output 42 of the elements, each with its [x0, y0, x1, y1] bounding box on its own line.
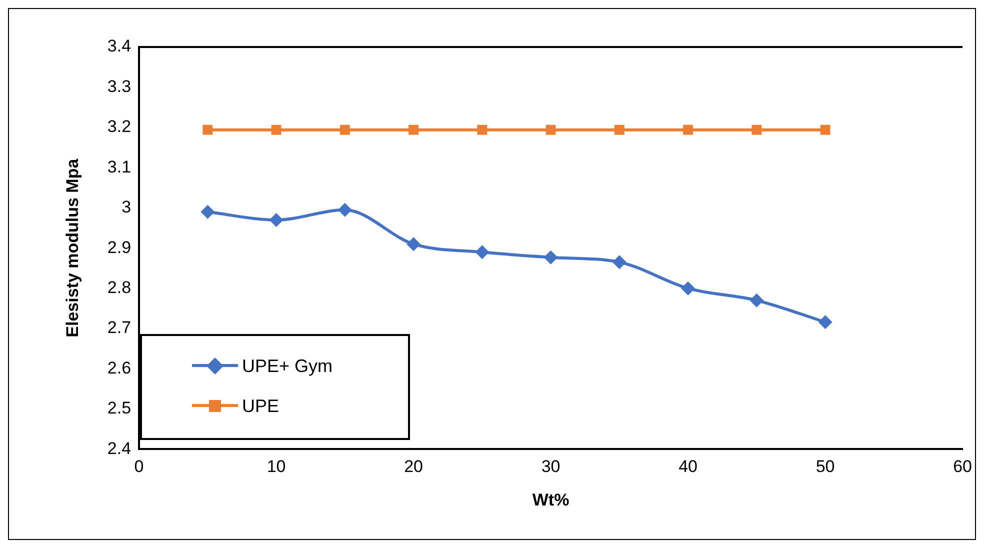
y-tick-label: 2.5 [107, 398, 132, 418]
y-tick-label: 3 [122, 198, 132, 217]
x-tick-label: 20 [404, 457, 423, 476]
x-axis-title: Wt% [532, 490, 570, 510]
x-tick-label: 40 [678, 457, 698, 476]
point [820, 124, 830, 135]
y-tick-label: 3.1 [107, 157, 132, 176]
legend-label: UPE [242, 396, 280, 417]
x-tick-label: 10 [266, 457, 286, 476]
point [681, 281, 696, 296]
point [269, 212, 284, 227]
y-tick-label: 3.4 [107, 36, 132, 56]
point [752, 124, 762, 135]
point [200, 204, 215, 219]
point [546, 124, 556, 135]
point [614, 124, 624, 135]
point [544, 250, 558, 264]
x-tick-label: 60 [953, 457, 972, 476]
y-tick-label: 2.6 [107, 358, 132, 378]
point [750, 293, 764, 308]
y-tick-label: 2.9 [107, 238, 132, 257]
point [338, 202, 352, 217]
x-tick-label: 50 [816, 457, 835, 476]
y-tick-label: 3.2 [107, 117, 132, 136]
point [683, 124, 693, 135]
y-axis-title: Elesisty modulus Mpa [62, 158, 82, 338]
y-tick-label: 2.7 [107, 318, 132, 338]
legend-label: UPE+ Gym [242, 356, 333, 377]
y-tick-label: 2.4 [107, 438, 132, 458]
y-tick-label: 2.8 [107, 278, 132, 298]
y-tick-label: 3.3 [107, 76, 132, 96]
point [477, 124, 488, 135]
x-tick-label: 0 [134, 457, 144, 476]
point [271, 124, 282, 135]
point [340, 124, 350, 135]
point [612, 255, 626, 270]
point [475, 245, 490, 260]
point [408, 124, 418, 135]
point [818, 315, 832, 330]
point [202, 124, 213, 135]
x-tick-label: 30 [541, 457, 560, 476]
point [406, 237, 421, 252]
